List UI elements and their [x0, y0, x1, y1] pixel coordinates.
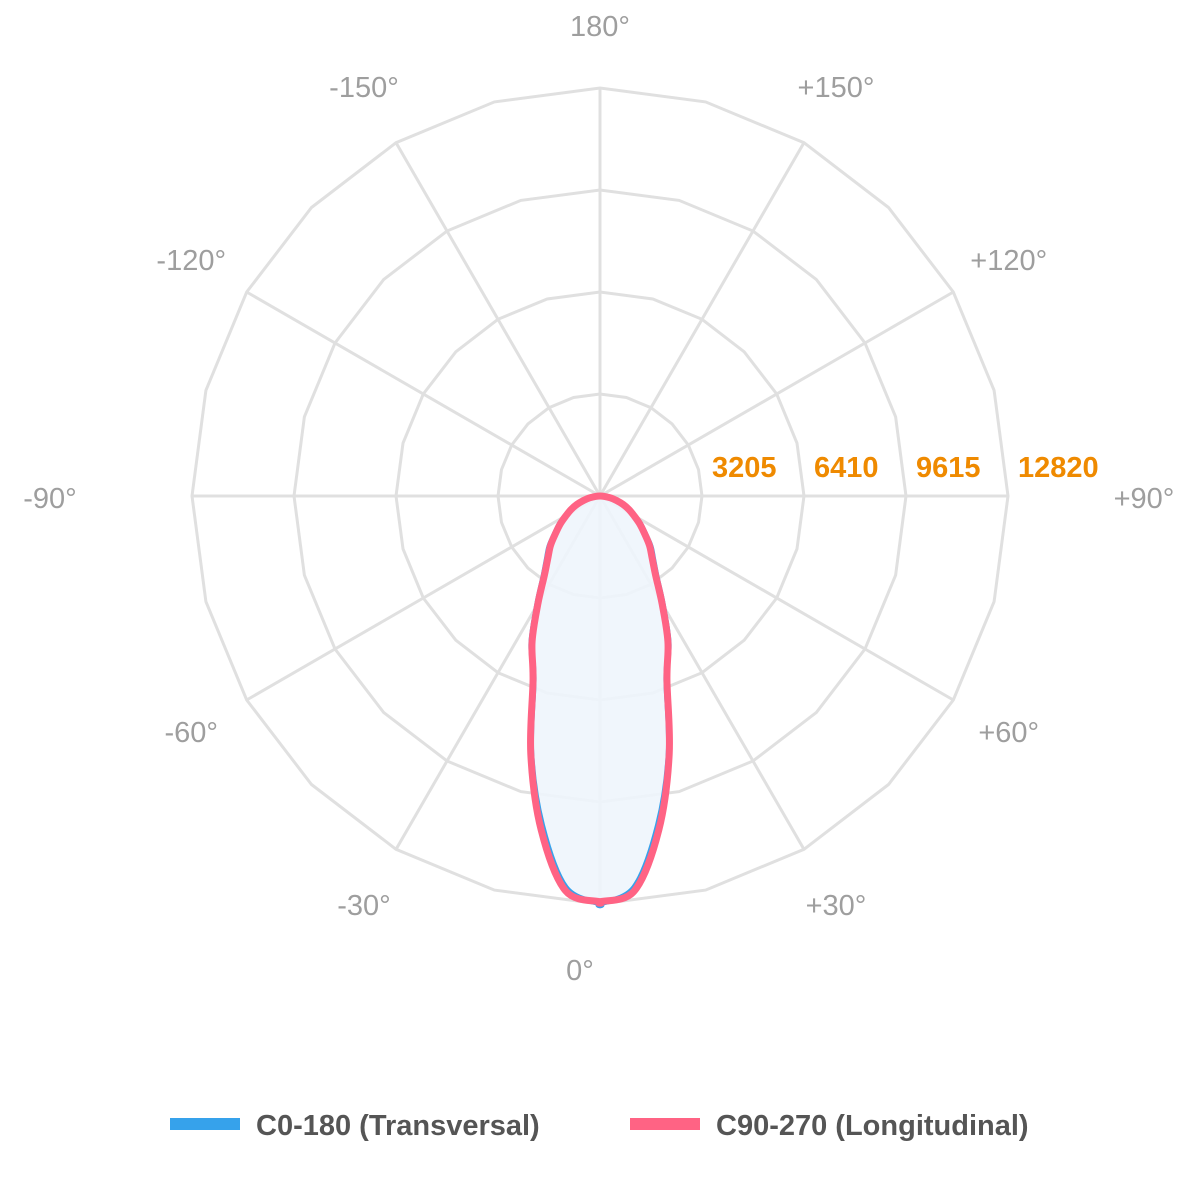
angle-label: -60°: [164, 717, 218, 749]
legend-label: C0-180 (Transversal): [256, 1110, 540, 1142]
grid-spoke: [394, 141, 602, 497]
legend: C0-180 (Transversal) C90-270 (Longitudina…: [170, 1110, 1029, 1142]
radial-ticks: 3205 6410 9615 12820: [712, 452, 1099, 484]
angle-label: -90°: [23, 483, 77, 515]
radial-tick-label: 6410: [814, 452, 879, 484]
grid-spoke: [599, 290, 955, 498]
radial-tick-label: 12820: [1018, 452, 1099, 484]
angle-label: -30°: [337, 890, 391, 922]
angle-label: -120°: [156, 245, 226, 277]
angle-label: +120°: [970, 245, 1047, 277]
legend-swatch: [170, 1118, 240, 1130]
grid-spoke: [245, 494, 601, 702]
series-line-c0-180: [527, 493, 673, 909]
angle-labels: 0° +30° +60° +90° +120° +150° 180° -150° -120° -9…: [23, 11, 1174, 987]
angle-label: +60°: [978, 717, 1039, 749]
angle-label: +30°: [806, 890, 867, 922]
legend-swatch: [630, 1118, 700, 1130]
angle-label: +150°: [798, 72, 875, 104]
radial-tick-label: 9615: [916, 452, 981, 484]
grid-spoke: [245, 290, 601, 498]
series-line-c90-270: [527, 492, 673, 907]
grid-spoke: [599, 494, 955, 702]
grid-spoke: [598, 141, 806, 497]
angle-label: -150°: [329, 72, 399, 104]
angle-label: 0°: [566, 955, 594, 987]
series-layer: [527, 492, 673, 909]
angle-label: +90°: [1114, 483, 1175, 515]
angle-label: 180°: [570, 11, 630, 43]
legend-label: C90-270 (Longitudinal): [716, 1110, 1029, 1142]
radial-tick-label: 3205: [712, 452, 777, 484]
